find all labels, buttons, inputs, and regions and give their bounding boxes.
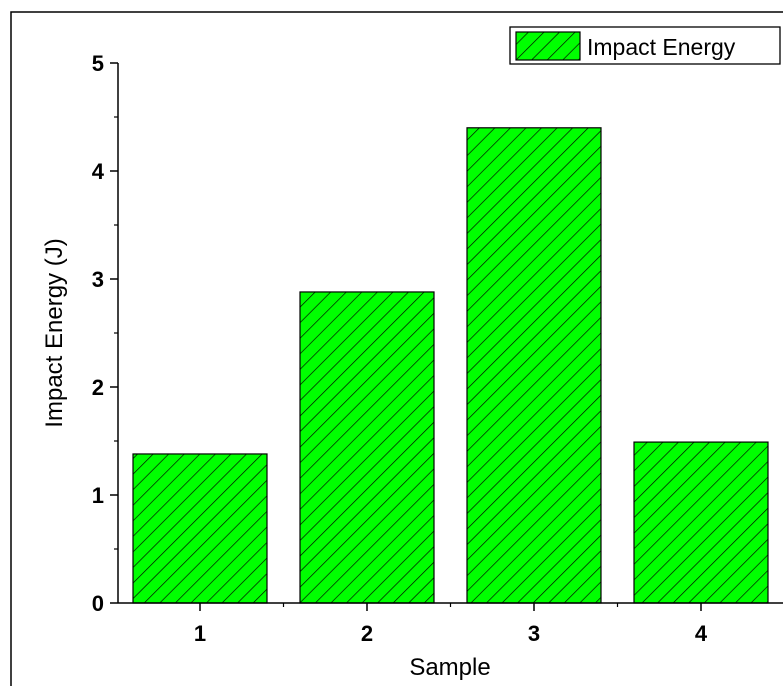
legend: Impact Energy: [509, 26, 781, 65]
y-tick-label: 3: [92, 267, 104, 292]
bar-sample-4: [633, 441, 769, 604]
x-axis-title: Sample: [409, 654, 490, 681]
y-tick-label: 5: [92, 51, 104, 76]
bar-sample-2: [299, 291, 435, 604]
y-tick-label: 0: [92, 591, 104, 616]
legend-swatch: [515, 31, 581, 61]
bar-layer: [132, 127, 769, 604]
x-tick-label: 1: [194, 621, 206, 646]
x-tick-label: 2: [361, 621, 373, 646]
x-axis-ticks: 1 2 3 4: [194, 603, 708, 646]
y-tick-label: 2: [92, 375, 104, 400]
y-axis-title: Impact Energy (J): [41, 238, 68, 427]
legend-label: Impact Energy: [587, 34, 736, 60]
x-tick-label: 4: [695, 621, 708, 646]
y-tick-label: 1: [92, 483, 104, 508]
y-axis-ticks: 0 1 2 3 4 5: [92, 51, 118, 616]
bar-sample-1: [132, 453, 268, 604]
bar-sample-3: [466, 127, 602, 604]
x-tick-label: 3: [528, 621, 540, 646]
chart-frame: [10, 11, 783, 686]
y-tick-label: 4: [92, 159, 105, 184]
